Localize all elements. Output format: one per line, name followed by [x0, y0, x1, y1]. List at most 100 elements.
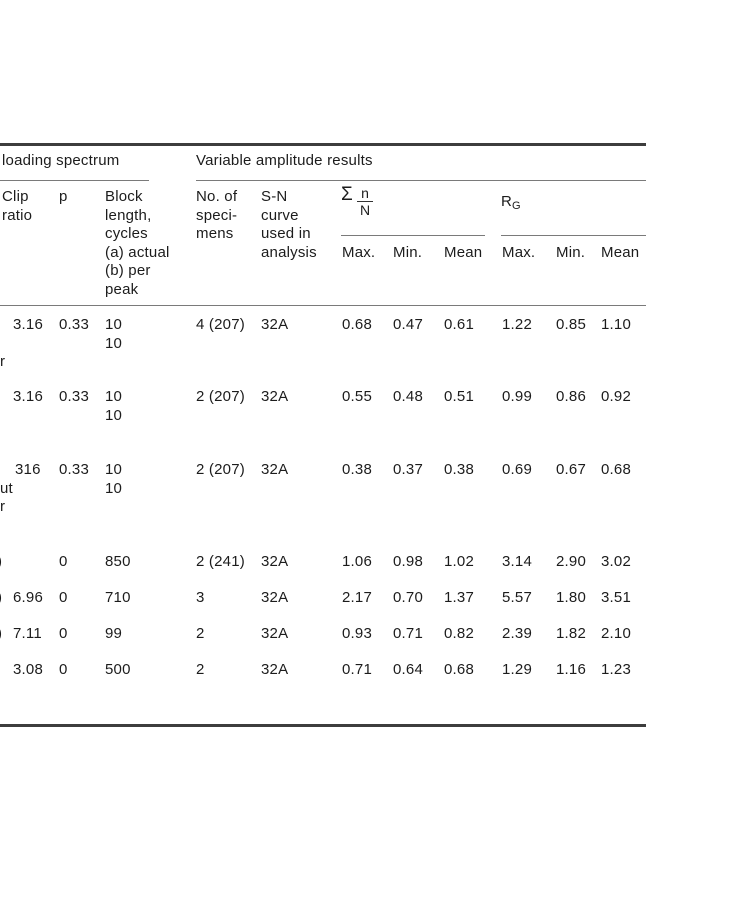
- cell-block-length: 99: [105, 625, 123, 642]
- subheader-snn-min: Min.: [393, 244, 423, 261]
- col-header-sum-n-over-N: Σ n N: [341, 184, 374, 218]
- sigma-symbol: Σ: [341, 184, 353, 205]
- cell-rg-min: 0.86: [556, 388, 586, 405]
- group-rule-loading-spectrum: [0, 180, 149, 182]
- cell-sn-curve: 32A: [261, 316, 289, 333]
- cell-rg-mean: 3.51: [601, 589, 631, 606]
- cell-specimens: 2 (241): [196, 553, 245, 570]
- cell-snn-min: 0.64: [393, 661, 423, 678]
- cell-clip-ratio: 3.08: [13, 661, 43, 678]
- rg-subscript: G: [512, 200, 521, 212]
- cell-rg-mean: 1.23: [601, 661, 631, 678]
- col-header-rg: RG: [501, 193, 521, 216]
- cell-snn-mean: 1.37: [444, 589, 474, 606]
- cell-rg-max: 1.29: [502, 661, 532, 678]
- col-header-sn-curve: S-N curve used in analysis: [261, 188, 317, 261]
- cell-sn-curve: 32A: [261, 625, 289, 642]
- cell-clip-ratio: 316: [15, 461, 41, 478]
- table-bottom-rule: [0, 724, 646, 727]
- cell-clip-ratio: 3.16: [13, 388, 43, 405]
- cell-p: 0.33: [59, 461, 89, 478]
- n-over-N-fraction: n N: [356, 185, 374, 218]
- cell-rg-max: 2.39: [502, 625, 532, 642]
- cell-specimens: 2 (207): [196, 388, 245, 405]
- group-header-loading-spectrum: loading spectrum: [2, 152, 120, 169]
- cell-snn-mean: 0.82: [444, 625, 474, 642]
- cell-snn-min: 0.37: [393, 461, 423, 478]
- cell-rg-mean: 2.10: [601, 625, 631, 642]
- subheader-snn-max: Max.: [342, 244, 376, 261]
- cell-clip-ratio: 7.11: [13, 625, 42, 642]
- cell-rg-mean: 1.10: [601, 316, 631, 333]
- cell-rg-min: 0.85: [556, 316, 586, 333]
- cell-clip-ratio: 3.16: [13, 316, 43, 333]
- cell-rg-min: 2.90: [556, 553, 586, 570]
- cell-p: 0.33: [59, 316, 89, 333]
- cell-block-length: 10 10: [105, 388, 123, 424]
- cell-snn-max: 0.55: [342, 388, 372, 405]
- row-stub-fragment: ut r: [0, 479, 13, 516]
- cell-sn-curve: 32A: [261, 589, 289, 606]
- header-bottom-rule: [0, 305, 646, 307]
- group-rule-variable-amplitude: [196, 180, 646, 182]
- cell-sn-curve: 32A: [261, 661, 289, 678]
- cell-specimens: 2: [196, 661, 205, 678]
- cell-snn-min: 0.70: [393, 589, 423, 606]
- cell-p: 0: [59, 661, 68, 678]
- cell-rg-mean: 0.92: [601, 388, 631, 405]
- cell-snn-min: 0.71: [393, 625, 423, 642]
- cell-p: 0: [59, 589, 68, 606]
- cell-clip-ratio: 6.96: [13, 589, 43, 606]
- cell-rg-max: 0.99: [502, 388, 532, 405]
- cell-p: 0: [59, 625, 68, 642]
- row-stub-fragment: ): [0, 625, 2, 644]
- cell-sn-curve: 32A: [261, 553, 289, 570]
- cell-specimens: 2: [196, 625, 205, 642]
- cell-snn-mean: 0.38: [444, 461, 474, 478]
- cell-block-length: 710: [105, 589, 131, 606]
- cell-specimens: 2 (207): [196, 461, 245, 478]
- cell-rg-mean: 0.68: [601, 461, 631, 478]
- row-stub-fragment: r: [0, 353, 6, 370]
- cell-rg-max: 0.69: [502, 461, 532, 478]
- col-header-block-length: Block length, cycles (a) actual (b) per …: [105, 188, 170, 298]
- cell-snn-mean: 0.51: [444, 388, 474, 405]
- rg-base: R: [501, 193, 513, 210]
- table-top-rule: [0, 143, 646, 146]
- cell-snn-min: 0.98: [393, 553, 423, 570]
- cell-rg-min: 1.16: [556, 661, 586, 678]
- cell-sn-curve: 32A: [261, 461, 289, 478]
- cell-rg-max: 1.22: [502, 316, 532, 333]
- cell-snn-max: 2.17: [342, 589, 372, 606]
- cell-snn-min: 0.47: [393, 316, 423, 333]
- cell-rg-mean: 3.02: [601, 553, 631, 570]
- subheader-snn-mean: Mean: [444, 244, 483, 261]
- subheader-rg-min: Min.: [556, 244, 586, 261]
- row-stub-fragment: ): [0, 553, 2, 572]
- col-header-clip-ratio: Clip ratio: [2, 188, 33, 224]
- cell-block-length: 500: [105, 661, 131, 678]
- cell-snn-max: 0.68: [342, 316, 372, 333]
- cell-sn-curve: 32A: [261, 388, 289, 405]
- subheader-rg-max: Max.: [502, 244, 536, 261]
- fraction-denominator: N: [356, 201, 374, 218]
- cell-rg-min: 1.80: [556, 589, 586, 606]
- cell-block-length: 850: [105, 553, 131, 570]
- fraction-numerator: n: [361, 185, 370, 201]
- cell-block-length: 10 10: [105, 316, 123, 352]
- col-header-no-of-specimens: No. of speci- mens: [196, 188, 238, 242]
- cell-snn-mean: 0.68: [444, 661, 474, 678]
- row-stub-fragment: ): [0, 589, 2, 608]
- subrule-rg: [501, 235, 646, 237]
- cell-rg-min: 0.67: [556, 461, 586, 478]
- col-header-p: p: [59, 188, 68, 205]
- cell-snn-mean: 1.02: [444, 553, 474, 570]
- cell-p: 0: [59, 553, 68, 570]
- subrule-sum-n-over-N: [341, 235, 485, 237]
- cell-snn-min: 0.48: [393, 388, 423, 405]
- group-header-variable-amplitude-results: Variable amplitude results: [196, 152, 373, 169]
- cell-rg-min: 1.82: [556, 625, 586, 642]
- cell-snn-max: 0.71: [342, 661, 372, 678]
- cell-p: 0.33: [59, 388, 89, 405]
